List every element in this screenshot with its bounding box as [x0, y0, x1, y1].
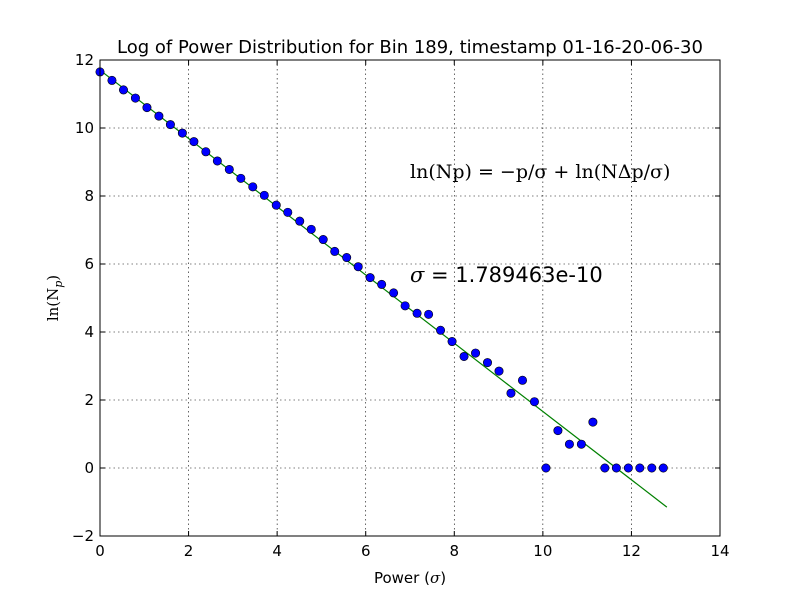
data-point	[482, 358, 492, 368]
y-tick-label: 0	[84, 459, 94, 477]
data-point	[635, 463, 645, 473]
plot-frame	[99, 59, 721, 537]
data-point	[271, 200, 281, 210]
data-point	[283, 207, 293, 217]
x-tick-label: 0	[95, 542, 105, 560]
data-point	[165, 120, 175, 130]
data-point	[318, 235, 328, 245]
data-point	[436, 325, 446, 335]
data-point	[553, 426, 563, 436]
grid	[100, 60, 720, 536]
data-point	[224, 164, 234, 174]
data-point	[541, 463, 551, 473]
y-tick-label: −2	[72, 527, 94, 545]
y-tick-label: 6	[84, 255, 94, 273]
data-point	[118, 85, 128, 95]
data-point	[236, 173, 246, 183]
data-point	[212, 156, 222, 166]
y-tick-label: 4	[84, 323, 94, 341]
data-point	[517, 375, 527, 385]
data-point	[177, 128, 187, 138]
data-point	[259, 190, 269, 200]
x-tick-label: 8	[450, 542, 460, 560]
x-axis-label: Power (σ)	[374, 569, 446, 587]
data-point	[142, 103, 152, 113]
data-point	[365, 273, 375, 283]
data-point	[353, 262, 363, 272]
x-tick-label: 4	[272, 542, 282, 560]
data-point	[459, 351, 469, 361]
data-point	[424, 309, 434, 319]
x-tick-label: 10	[533, 542, 552, 560]
chart-title: Log of Power Distribution for Bin 189, t…	[117, 37, 703, 58]
data-point	[588, 417, 598, 427]
data-point	[529, 397, 539, 407]
data-point	[248, 182, 258, 192]
y-axis-ticks: −2 0 2 4 6 8 10 12	[72, 51, 720, 545]
data-point	[342, 253, 352, 263]
y-tick-label: 10	[75, 119, 94, 137]
data-point	[306, 224, 316, 234]
data-point	[295, 216, 305, 226]
x-tick-label: 6	[361, 542, 371, 560]
equation-annotation: ln(Np) = −p/σ + ln(NΔp/σ)	[410, 161, 670, 183]
data-point	[506, 388, 516, 398]
data-point	[658, 463, 668, 473]
data-point	[447, 337, 457, 347]
data-point	[389, 288, 399, 298]
data-point	[130, 93, 140, 103]
data-point	[412, 308, 422, 318]
data-point	[611, 463, 621, 473]
data-point	[154, 111, 164, 121]
y-tick-label: 12	[75, 51, 94, 69]
data-point	[201, 147, 211, 157]
data-point	[107, 75, 117, 85]
data-point	[377, 279, 387, 289]
data-point	[471, 348, 481, 358]
x-tick-label: 14	[710, 542, 729, 560]
data-points	[95, 67, 668, 473]
x-tick-label: 12	[622, 542, 641, 560]
x-axis-ticks: 0 2 4 6 8 10 12 14	[95, 60, 730, 560]
data-point	[623, 463, 633, 473]
y-tick-label: 2	[84, 391, 94, 409]
x-tick-label: 2	[184, 542, 194, 560]
data-point	[647, 463, 657, 473]
data-point	[576, 439, 586, 449]
y-axis-label: ln(Np)	[44, 275, 65, 321]
data-point	[494, 366, 504, 376]
data-point	[600, 463, 610, 473]
data-point	[189, 137, 199, 147]
data-point	[330, 246, 340, 256]
y-tick-label: 8	[84, 187, 94, 205]
data-point	[400, 301, 410, 311]
data-point	[564, 439, 574, 449]
sigma-annotation: σ = 1.789463e-10	[410, 263, 603, 287]
